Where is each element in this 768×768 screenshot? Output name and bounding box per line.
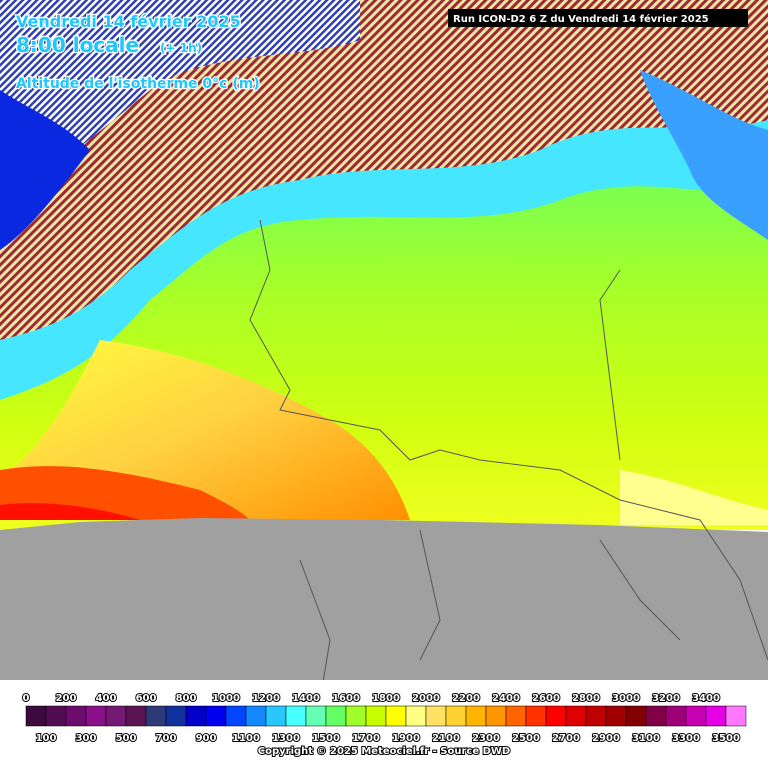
legend-label: 2900 (592, 733, 620, 744)
legend-swatch (325, 705, 347, 727)
legend-label: 3500 (712, 733, 740, 744)
legend-swatch (125, 705, 147, 727)
legend-label: 1000 (212, 693, 240, 704)
run-box (448, 9, 748, 27)
legend-swatch (365, 705, 387, 727)
time: 8:00 locale (16, 33, 139, 57)
legend-swatch (705, 705, 727, 727)
legend-label: 500 (116, 733, 137, 744)
legend-swatch (185, 705, 207, 727)
legend-swatch (465, 705, 487, 727)
legend-label: 1600 (332, 693, 360, 704)
legend-label: 1800 (372, 693, 400, 704)
legend-swatch (305, 705, 327, 727)
legend-label: 2100 (432, 733, 460, 744)
legend-label: 200 (56, 693, 77, 704)
legend-label: 3000 (612, 693, 640, 704)
legend-swatch (665, 705, 687, 727)
legend-swatch (345, 705, 367, 727)
legend-swatch (105, 705, 127, 727)
offset: (+ 1h) (160, 41, 202, 55)
legend-swatch (85, 705, 107, 727)
legend-label: 1900 (392, 733, 420, 744)
legend-label: 3300 (672, 733, 700, 744)
legend-swatch (45, 705, 67, 727)
legend-swatch (445, 705, 467, 727)
legend-label: 600 (136, 693, 157, 704)
legend-label: 2700 (552, 733, 580, 744)
legend-swatch (645, 705, 667, 727)
legend-swatch (585, 705, 607, 727)
legend-swatch (285, 705, 307, 727)
legend-label: 800 (176, 693, 197, 704)
legend-swatch (165, 705, 187, 727)
legend-swatch (245, 705, 267, 727)
legend-swatch (685, 705, 707, 727)
legend-label: 700 (156, 733, 177, 744)
legend-swatch (485, 705, 507, 727)
date: Vendredi 14 février 2025 (16, 12, 241, 31)
parameter: Altitude de l'isotherme 0°c (m) (16, 76, 260, 92)
copyright: Copyright © 2025 Meteociel.fr - Source D… (258, 746, 510, 757)
legend-swatch (145, 705, 167, 727)
legend-swatch (385, 705, 407, 727)
legend-label: 0 (23, 693, 30, 704)
legend-swatch (625, 705, 647, 727)
legend-label: 100 (36, 733, 57, 744)
legend-label: 900 (196, 733, 217, 744)
legend-swatch (405, 705, 427, 727)
legend-label: 1400 (292, 693, 320, 704)
run-info: Run ICON-D2 6 Z du Vendredi 14 février 2… (453, 13, 709, 25)
legend-swatch (425, 705, 447, 727)
legend-label: 2600 (532, 693, 560, 704)
legend-swatch (565, 705, 587, 727)
legend-label: 1300 (272, 733, 300, 744)
legend-swatch (525, 705, 547, 727)
legend-swatch (25, 705, 47, 727)
legend-swatch (265, 705, 287, 727)
legend-swatch (605, 705, 627, 727)
legend-label: 2400 (492, 693, 520, 704)
legend-swatch (205, 705, 227, 727)
legend-label: 3100 (632, 733, 660, 744)
legend: 0 100 200 300 400 500 600 700 800 900 1000 1100 1200… (22, 692, 747, 745)
legend-label: 400 (96, 693, 117, 704)
legend-label: 1500 (312, 733, 340, 744)
legend-label: 3200 (652, 693, 680, 704)
legend-label: 2300 (472, 733, 500, 744)
legend-label: 1700 (352, 733, 380, 744)
legend-swatch (725, 705, 747, 727)
legend-swatch (505, 705, 527, 727)
legend-label: 1200 (252, 693, 280, 704)
legend-label: 300 (76, 733, 97, 744)
legend-label: 1100 (232, 733, 260, 744)
legend-label: 2800 (572, 693, 600, 704)
legend-swatch (225, 705, 247, 727)
legend-swatch (65, 705, 87, 727)
legend-label: 2500 (512, 733, 540, 744)
legend-label: 2000 (412, 693, 440, 704)
legend-label: 2200 (452, 693, 480, 704)
legend-label: 3400 (692, 693, 720, 704)
legend-swatch (545, 705, 567, 727)
